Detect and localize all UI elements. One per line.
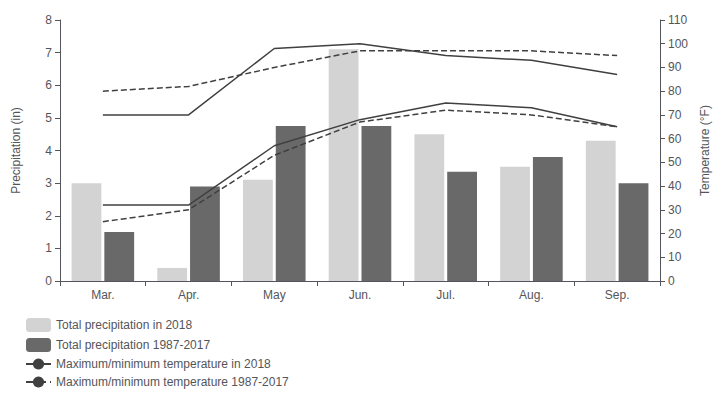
svg-text:Apr.: Apr.	[178, 288, 199, 302]
svg-text:Sep.: Sep.	[605, 288, 630, 302]
svg-text:20: 20	[668, 227, 682, 241]
svg-text:5: 5	[45, 111, 52, 125]
svg-text:3: 3	[45, 176, 52, 190]
svg-text:Mar.: Mar.	[91, 288, 114, 302]
svg-text:7: 7	[45, 46, 52, 60]
svg-text:70: 70	[668, 108, 682, 122]
svg-text:6: 6	[45, 78, 52, 92]
svg-text:4: 4	[45, 144, 52, 158]
svg-text:May: May	[263, 288, 286, 302]
svg-text:110: 110	[668, 13, 687, 27]
svg-text:30: 30	[668, 203, 682, 217]
svg-text:1: 1	[45, 241, 52, 255]
svg-text:Precipitation (in): Precipitation (in)	[9, 107, 23, 194]
svg-text:8: 8	[45, 13, 52, 27]
svg-text:0: 0	[45, 274, 52, 288]
svg-text:100: 100	[668, 37, 688, 51]
svg-text:90: 90	[668, 60, 682, 74]
svg-text:40: 40	[668, 179, 682, 193]
svg-text:Total precipitation in 2018: Total precipitation in 2018	[56, 318, 192, 332]
svg-text:2: 2	[45, 209, 52, 223]
svg-text:Jun.: Jun.	[349, 288, 372, 302]
svg-text:Temperature (°F): Temperature (°F)	[698, 105, 712, 196]
svg-text:Aug.: Aug.	[519, 288, 544, 302]
svg-text:Total precipitation 1987-2017: Total precipitation 1987-2017	[56, 338, 210, 352]
svg-text:80: 80	[668, 84, 682, 98]
svg-text:Jul.: Jul.	[436, 288, 455, 302]
svg-text:10: 10	[668, 250, 682, 264]
svg-text:60: 60	[668, 132, 682, 146]
svg-text:Maximum/minimum temperature in: Maximum/minimum temperature in 2018	[56, 357, 271, 371]
svg-text:50: 50	[668, 155, 682, 169]
svg-text:0: 0	[668, 274, 675, 288]
svg-text:Maximum/minimum temperature 19: Maximum/minimum temperature 1987-2017	[56, 375, 289, 389]
